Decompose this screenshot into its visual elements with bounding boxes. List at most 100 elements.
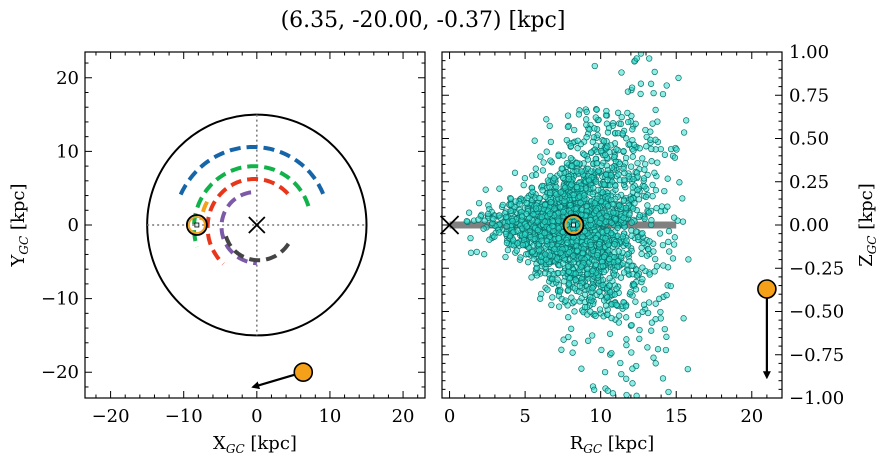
star-point [623, 336, 630, 343]
right-xtick-label: 10 [589, 406, 612, 427]
star-point [591, 125, 598, 132]
star-point [481, 251, 488, 258]
star-point [616, 312, 623, 319]
star-point [537, 153, 544, 160]
star-point [599, 281, 606, 289]
star-point [619, 130, 626, 137]
star-point [632, 120, 639, 127]
star-point [573, 160, 580, 167]
left-panel: −20 −10 0 10 20 −20 −10 0 10 20 XGC [kpc] YGC [kpc] [8, 51, 426, 456]
right-ytick-label: 0.75 [789, 85, 829, 106]
star-point [523, 200, 530, 207]
star-point [662, 346, 670, 354]
star-point [654, 346, 662, 353]
star-point [613, 285, 620, 292]
star-point [680, 129, 688, 136]
star-point [593, 160, 601, 167]
star-point [507, 195, 515, 202]
star-point [615, 171, 622, 178]
star-point [669, 255, 677, 262]
star-point [663, 292, 670, 299]
star-point [592, 312, 599, 320]
star-point [583, 116, 590, 123]
star-point [587, 294, 594, 301]
star-point [475, 216, 482, 223]
right-ytick-label: 0.50 [789, 129, 829, 150]
sun-center [571, 222, 576, 228]
star-point [546, 189, 554, 197]
left-xtick-label: −10 [165, 406, 203, 427]
star-point [645, 209, 653, 216]
star-point [592, 207, 600, 214]
star-point [565, 333, 572, 341]
star-point [617, 359, 624, 367]
star-point [625, 118, 632, 126]
star-point [563, 136, 570, 144]
right-ytick-label: −0.50 [789, 302, 844, 323]
star-point [538, 213, 546, 221]
star-point [606, 256, 613, 263]
star-point [559, 260, 567, 267]
star-point [650, 354, 657, 361]
star-point [649, 193, 656, 200]
star-point [594, 251, 601, 259]
star-point [514, 227, 521, 234]
right-xtick-label: 20 [740, 406, 763, 427]
star-point [558, 165, 565, 172]
star-point [473, 248, 480, 256]
star-point [602, 302, 610, 309]
star-point [620, 269, 628, 276]
star-point [611, 241, 618, 248]
star-point [509, 217, 516, 225]
star-point [640, 301, 648, 308]
star-point [546, 122, 553, 130]
star-point [617, 120, 625, 128]
star-point [539, 187, 546, 194]
star-point [648, 145, 655, 153]
star-point [567, 142, 575, 150]
star-point [502, 230, 510, 238]
star-point [486, 236, 493, 243]
star-point [626, 258, 633, 265]
star-point [604, 311, 611, 319]
star-point [584, 156, 592, 163]
sun-outer-ring [562, 214, 585, 236]
star-point [684, 365, 691, 373]
star-point [648, 327, 655, 334]
star-point [590, 184, 597, 192]
left-ytick-label: 0 [68, 215, 79, 236]
star-point [496, 229, 503, 236]
star-point [551, 175, 558, 182]
star-point [639, 155, 646, 162]
star-point [592, 178, 600, 185]
star-point [510, 237, 517, 244]
star-point [622, 204, 630, 212]
star-point [645, 299, 653, 306]
star-point [656, 230, 664, 237]
star-point [577, 199, 584, 207]
star-point [591, 386, 598, 393]
star-point [584, 270, 591, 277]
right-xtick-label: 15 [665, 406, 688, 427]
star-point [598, 346, 605, 354]
star-point [600, 181, 608, 188]
star-point [564, 263, 572, 270]
star-point [465, 209, 473, 216]
star-point [611, 267, 618, 274]
star-point [549, 294, 556, 301]
star-point [643, 143, 650, 150]
spiral-arm-3 [205, 177, 290, 266]
star-point [587, 149, 595, 156]
star-point [578, 263, 585, 270]
star-point [622, 154, 630, 162]
star-point [663, 82, 670, 89]
star-point [628, 219, 635, 226]
star-point [667, 282, 674, 290]
star-point [557, 189, 564, 196]
star-point [648, 158, 655, 165]
star-point [562, 297, 569, 304]
star-point [603, 227, 611, 234]
right-xtick-label: 0 [444, 406, 455, 427]
star-point [634, 159, 641, 167]
star-point [587, 241, 594, 248]
